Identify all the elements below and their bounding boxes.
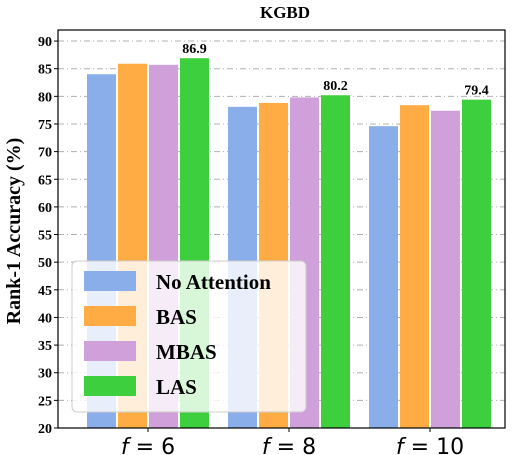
y-tick-label: 60 — [38, 201, 52, 216]
data-label: 79.4 — [464, 84, 489, 99]
y-tick-label: 65 — [38, 173, 52, 188]
plot-frame — [57, 29, 506, 429]
axes-layer — [54, 29, 506, 432]
bar-las — [321, 95, 350, 428]
legend-label: No Attention — [156, 270, 271, 294]
y-tick-label: 55 — [38, 229, 52, 244]
y-tick-label: 90 — [38, 35, 52, 50]
x-tick-variable: f — [121, 435, 132, 455]
legend-swatch — [84, 306, 136, 326]
bar-mbas — [431, 110, 460, 428]
y-tick-label: 85 — [38, 63, 52, 78]
y-tick-label: 75 — [38, 118, 52, 133]
y-tick-label: 50 — [38, 256, 52, 271]
y-tick-label: 35 — [38, 339, 52, 354]
y-tick-label: 25 — [38, 394, 52, 409]
chart-title: KGBD — [260, 3, 310, 22]
legend-label: BAS — [156, 305, 197, 329]
y-tick-label: 80 — [38, 90, 52, 105]
legend-swatch — [84, 341, 136, 361]
x-tick-variable: f — [396, 435, 407, 455]
data-label: 86.9 — [182, 42, 207, 57]
y-tick-label: 45 — [38, 284, 52, 299]
x-tick-label: f = 10 — [396, 435, 464, 455]
y-tick-label: 20 — [38, 422, 52, 437]
legend-box — [71, 260, 307, 413]
x-tick-value: = 6 — [129, 435, 175, 455]
x-tick-label: f = 8 — [262, 435, 316, 455]
legend-swatch — [84, 376, 136, 396]
y-tick-label: 40 — [38, 311, 52, 326]
legend: No Attention BAS MBAS LAS — [71, 260, 307, 413]
legend-swatch — [84, 271, 136, 291]
legend-label: MBAS — [156, 340, 217, 364]
x-tick-label: f = 6 — [121, 435, 175, 455]
x-tick-value: = 8 — [270, 435, 316, 455]
labels-layer: 20 25 30 35 40 45 50 55 60 65 70 75 80 85 90 86.9 80.2 79… — [38, 35, 489, 455]
x-tick-value: = 10 — [404, 435, 464, 455]
bar-bas — [400, 105, 429, 428]
bar-no-attention — [369, 126, 398, 428]
y-axis-label: Rank-1 Accuracy (%) — [3, 138, 25, 325]
x-tick-variable: f — [262, 435, 273, 455]
data-label: 80.2 — [323, 79, 348, 94]
bar-las — [462, 99, 491, 429]
y-tick-label: 70 — [38, 146, 52, 161]
legend-label: LAS — [156, 375, 197, 399]
y-tick-label: 30 — [38, 367, 52, 382]
